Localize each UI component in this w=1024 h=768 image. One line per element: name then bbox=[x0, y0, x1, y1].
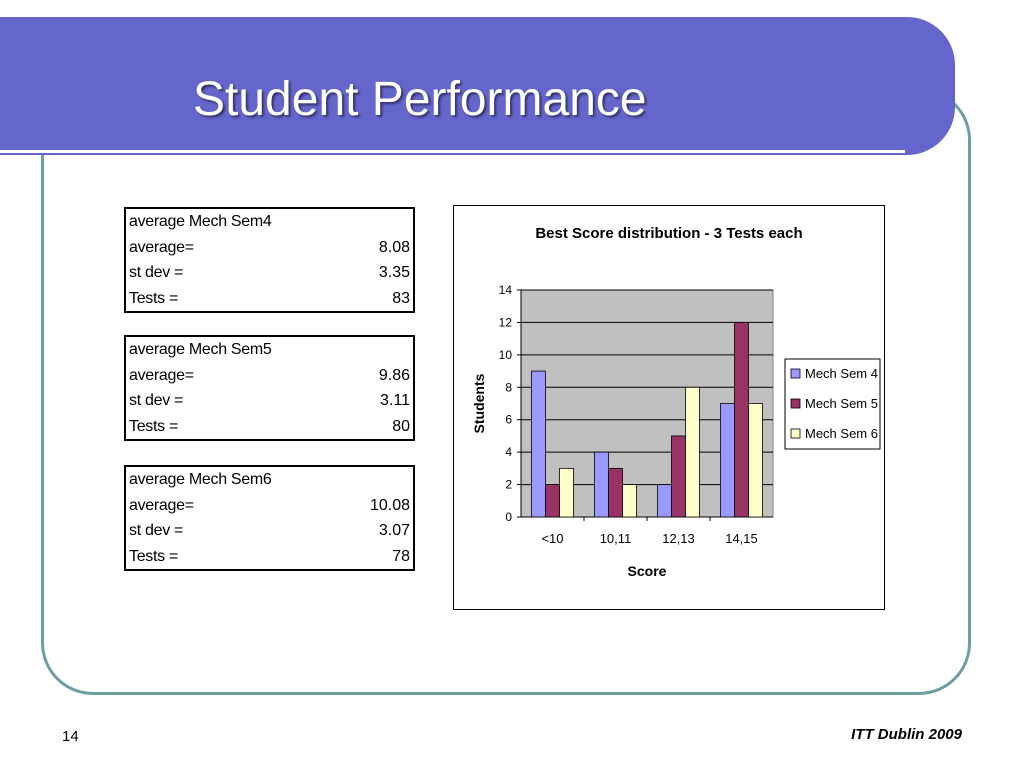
bar bbox=[531, 370, 546, 518]
legend-swatch bbox=[790, 398, 801, 409]
stat-label: st dev = bbox=[129, 522, 184, 539]
stat-value: 80 bbox=[392, 417, 410, 435]
x-tick-label: 14,15 bbox=[725, 531, 758, 546]
stat-value: 3.07 bbox=[378, 522, 410, 539]
stat-label: st dev = bbox=[129, 392, 184, 409]
bar bbox=[594, 451, 609, 518]
stats-heading: average Mech Sem5 bbox=[129, 341, 272, 358]
stat-label: average= bbox=[129, 366, 194, 384]
stat-value: 83 bbox=[392, 289, 410, 307]
stats-heading: average Mech Sem4 bbox=[129, 213, 272, 230]
y-tick-label: 12 bbox=[499, 315, 513, 329]
stat-label: average= bbox=[129, 496, 194, 514]
stats-heading: average Mech Sem6 bbox=[129, 471, 272, 488]
stat-label: st dev = bbox=[129, 264, 184, 281]
legend bbox=[784, 358, 881, 450]
stat-value: 3.11 bbox=[380, 392, 410, 409]
stat-value: 8.08 bbox=[378, 238, 410, 256]
stat-label: Tests = bbox=[129, 289, 179, 307]
stats-box-sem4: average Mech Sem4 average= 8.08 st dev = 3… bbox=[124, 207, 415, 313]
bar bbox=[559, 467, 574, 518]
y-tick-label: 14 bbox=[499, 283, 513, 297]
bar bbox=[608, 467, 623, 518]
stat-value: 10.08 bbox=[369, 496, 410, 514]
stat-label: average= bbox=[129, 238, 194, 256]
x-tick-label: 12,13 bbox=[662, 531, 695, 546]
footer-org: ITT Dublin 2009 bbox=[851, 726, 962, 743]
bar bbox=[622, 484, 637, 518]
y-tick-label: 4 bbox=[505, 445, 512, 459]
legend-label: Mech Sem 4 bbox=[805, 366, 878, 381]
bar bbox=[748, 403, 763, 518]
legend-swatch bbox=[790, 428, 801, 439]
title-underline bbox=[0, 150, 905, 153]
stat-value: 78 bbox=[392, 547, 410, 565]
bar bbox=[671, 435, 686, 518]
stats-box-sem5: average Mech Sem5 average= 9.86 st dev = 3… bbox=[124, 335, 415, 441]
legend-label: Mech Sem 6 bbox=[805, 426, 878, 441]
stat-value: 3.35 bbox=[378, 264, 410, 281]
x-tick-label: 10,11 bbox=[600, 531, 632, 546]
y-tick-label: 6 bbox=[505, 413, 512, 427]
y-tick-label: 0 bbox=[505, 510, 512, 524]
stat-value: 9.86 bbox=[378, 366, 410, 384]
bar bbox=[657, 484, 672, 518]
y-tick-label: 10 bbox=[499, 348, 513, 362]
slide-title: Student Performance bbox=[193, 73, 647, 126]
title-banner bbox=[0, 17, 955, 155]
x-axis-label: Score bbox=[628, 563, 667, 579]
bar bbox=[545, 484, 560, 518]
legend-label: Mech Sem 5 bbox=[805, 396, 878, 411]
stat-label: Tests = bbox=[129, 547, 179, 565]
stat-label: Tests = bbox=[129, 417, 179, 435]
page-number: 14 bbox=[62, 728, 79, 745]
x-tick-label: <10 bbox=[541, 531, 563, 546]
bar-chart: Best Score distribution - 3 Tests each 0 2… bbox=[471, 225, 881, 579]
bar bbox=[685, 386, 700, 518]
chart-title: Best Score distribution - 3 Tests each bbox=[535, 225, 802, 242]
bar bbox=[734, 322, 749, 518]
y-tick-label: 8 bbox=[505, 380, 512, 394]
y-tick-label: 2 bbox=[505, 478, 512, 492]
bar bbox=[720, 403, 735, 518]
legend-swatch bbox=[790, 368, 801, 379]
y-axis-label: Students bbox=[471, 373, 487, 433]
stats-box-sem6: average Mech Sem6 average= 10.08 st dev =… bbox=[124, 465, 415, 571]
chart-panel: Best Score distribution - 3 Tests each 0 2… bbox=[453, 205, 885, 610]
